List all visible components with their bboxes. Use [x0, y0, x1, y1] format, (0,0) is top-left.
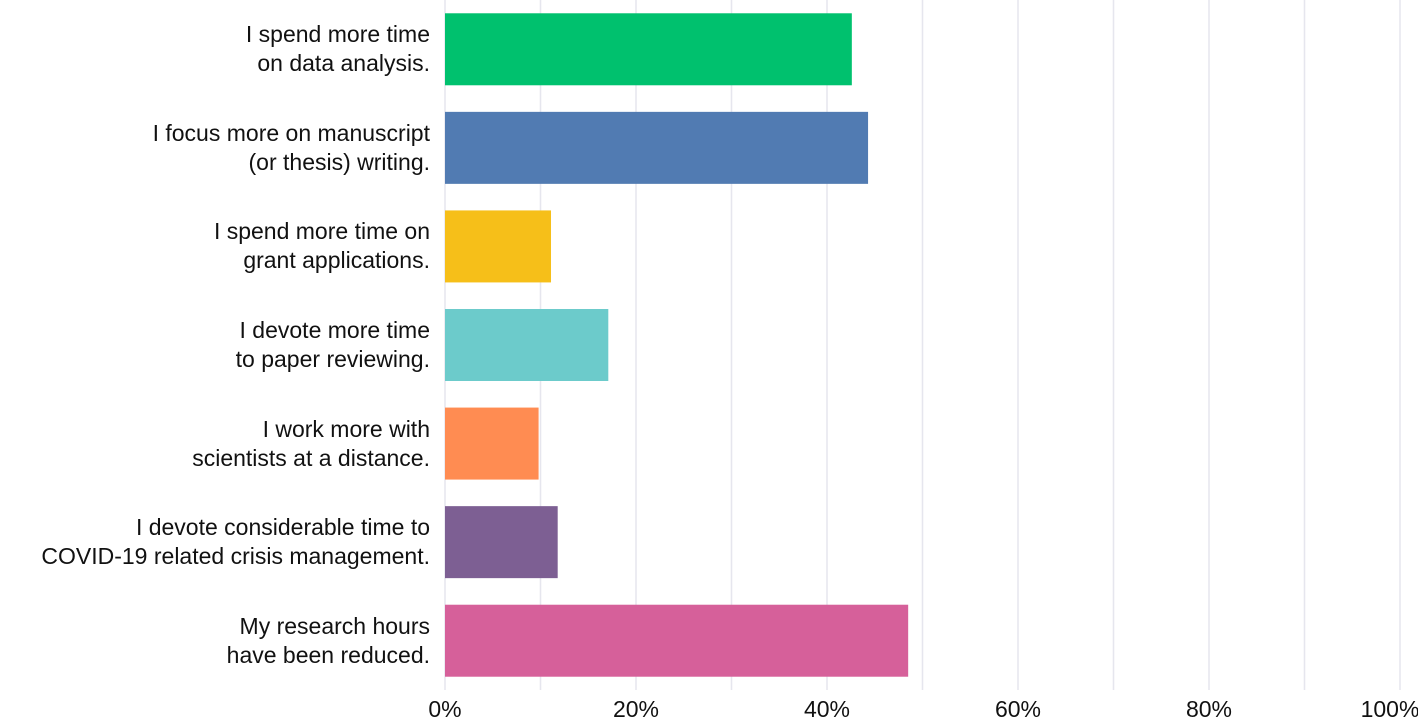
x-tick-label: 20% [613, 696, 659, 720]
x-tick-label: 80% [1186, 696, 1232, 720]
bar [445, 13, 852, 86]
x-tick-label: 40% [804, 696, 850, 720]
x-tick-label: 60% [995, 696, 1041, 720]
bar [445, 604, 909, 677]
category-label: I spend more time on data analysis. [245, 21, 430, 77]
bar [445, 111, 869, 184]
bar [445, 506, 558, 579]
bar [445, 407, 539, 480]
category-label: My research hours have been reduced. [226, 612, 430, 668]
category-label: I work more with scientists at a distanc… [192, 415, 430, 471]
category-label: I spend more time on grant applications. [213, 218, 430, 274]
category-label: I devote more time to paper reviewing. [235, 317, 430, 372]
category-label: I focus more on manuscript (or thesis) w… [152, 119, 430, 175]
bar [445, 309, 609, 381]
x-tick-label: 0% [428, 696, 461, 720]
category-label: I devote considerable time to COVID-19 r… [41, 514, 430, 570]
bar [445, 210, 552, 283]
x-tick-label: 100% [1361, 696, 1418, 720]
